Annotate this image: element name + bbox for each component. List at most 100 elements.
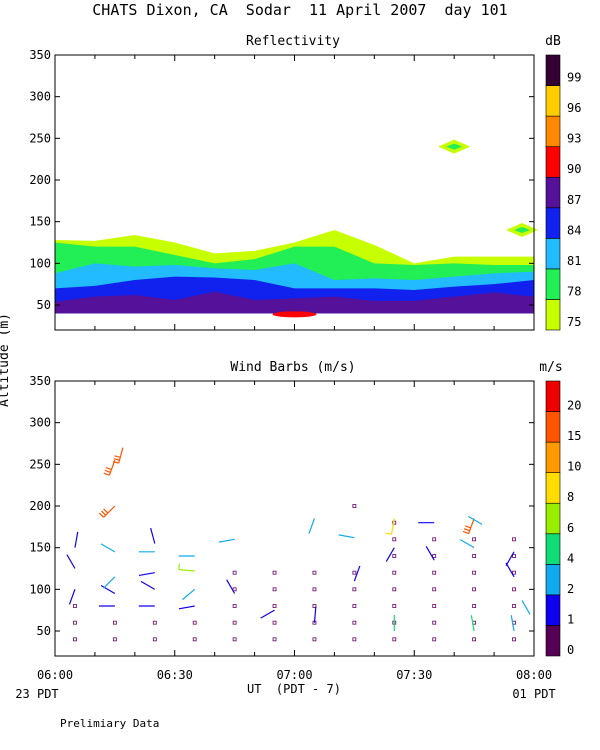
wind-barb-feather bbox=[178, 563, 180, 570]
wind-barb-shaft bbox=[353, 565, 361, 582]
wind-barb bbox=[385, 547, 395, 562]
wind-barb-feather bbox=[113, 458, 120, 461]
wind-barb-shaft bbox=[308, 518, 316, 534]
y-tick-label: 250 bbox=[29, 457, 51, 471]
colorbar-swatch bbox=[545, 502, 561, 535]
calm-marker bbox=[472, 554, 477, 558]
reflectivity-colorbar-unit: dB bbox=[545, 34, 561, 49]
wind-barb bbox=[521, 600, 531, 615]
y-tick-label: 300 bbox=[29, 416, 51, 430]
wind-barb-shaft bbox=[66, 554, 76, 569]
colorbar-swatch bbox=[545, 299, 561, 331]
wind-barb bbox=[178, 605, 195, 610]
colorbar-swatch bbox=[545, 146, 561, 178]
calm-marker bbox=[352, 620, 357, 625]
wind-barbs-title: Wind Barbs (m/s) bbox=[230, 360, 355, 375]
wind-barb-shaft bbox=[118, 447, 124, 464]
wind-barb-feather bbox=[103, 508, 109, 514]
y-tick-label: 200 bbox=[29, 173, 51, 187]
wind-barb bbox=[313, 606, 317, 623]
colorbar-swatch bbox=[545, 54, 561, 86]
calm-marker bbox=[352, 570, 357, 575]
calm-marker bbox=[352, 604, 357, 608]
calm-marker bbox=[472, 587, 477, 592]
wind-barb bbox=[182, 588, 196, 601]
calm-marker bbox=[312, 604, 317, 608]
calm-marker bbox=[512, 554, 516, 558]
wind-barb-feather bbox=[98, 512, 104, 518]
wind-axes: 50 100 150 200 250 300 350 06:00 06:30 07:00 07:30… bbox=[29, 374, 552, 682]
calm-marker bbox=[73, 637, 77, 642]
calm-marker bbox=[432, 620, 437, 625]
calm-marker bbox=[73, 604, 77, 608]
wind-barb-shaft bbox=[74, 531, 79, 548]
calm-marker bbox=[512, 587, 516, 592]
reflectivity-contour bbox=[55, 291, 534, 314]
y-tick-label: 350 bbox=[29, 374, 51, 388]
calm-marker bbox=[272, 604, 277, 608]
calm-marker bbox=[432, 570, 437, 575]
wind-barbs bbox=[66, 447, 531, 642]
wind-barb-shaft bbox=[226, 579, 236, 594]
wind-barb bbox=[103, 576, 116, 589]
wind-barb bbox=[470, 615, 475, 632]
wind-barb bbox=[218, 538, 235, 543]
wind-barb-shaft bbox=[100, 584, 116, 595]
wind-barb bbox=[505, 551, 515, 566]
wind-barb bbox=[112, 447, 124, 464]
wind-barb-shaft bbox=[338, 534, 355, 539]
calm-marker bbox=[392, 537, 397, 542]
wind-barb bbox=[308, 518, 316, 534]
wind-colorbar-unit: m/s bbox=[539, 360, 562, 375]
wind-barb bbox=[178, 563, 195, 572]
reflectivity-patch bbox=[446, 143, 463, 150]
colorbar-level-label: 75 bbox=[567, 315, 581, 329]
colorbar-level-label: 87 bbox=[567, 193, 581, 207]
colorbar-swatch bbox=[545, 238, 561, 270]
wind-barb bbox=[140, 580, 156, 590]
calm-marker bbox=[512, 570, 516, 575]
figure-title: CHATS Dixon, CA Sodar 11 April 2007 day … bbox=[92, 1, 507, 19]
y-tick-label: 250 bbox=[29, 131, 51, 145]
x-tick-label: 06:30 bbox=[157, 668, 193, 682]
start-time-label: 23 PDT bbox=[15, 687, 58, 701]
colorbar-level-label: 90 bbox=[567, 162, 581, 176]
calm-marker bbox=[312, 587, 317, 592]
colorbar-level-label: 84 bbox=[567, 223, 581, 237]
calm-marker bbox=[432, 587, 437, 592]
calm-marker bbox=[352, 587, 357, 592]
wind-barb bbox=[68, 589, 76, 605]
colorbar-level-label: 81 bbox=[567, 254, 581, 268]
calm-marker bbox=[272, 570, 277, 575]
wind-barb-shaft bbox=[510, 615, 515, 632]
wind-barb bbox=[462, 518, 475, 535]
calm-marker bbox=[512, 637, 516, 642]
calm-marker bbox=[232, 570, 237, 575]
wind-barbs-panel: Wind Barbs (m/s) 5010015020025030035006:… bbox=[29, 360, 581, 682]
wind-barb bbox=[353, 565, 361, 582]
reflectivity-contours bbox=[55, 139, 539, 318]
reflectivity-panel: Reflectivity 50 100 150 200 250 300 350 75 78 81… bbox=[29, 34, 581, 331]
wind-barb-shaft bbox=[103, 505, 116, 518]
y-tick-label: 150 bbox=[29, 215, 51, 229]
y-tick-label: 350 bbox=[29, 48, 51, 62]
calm-marker bbox=[192, 637, 197, 642]
colorbar-swatch bbox=[545, 268, 561, 300]
y-tick-label: 100 bbox=[29, 582, 51, 596]
wind-barb-feather bbox=[103, 472, 110, 476]
wind-barb bbox=[150, 527, 156, 544]
wind-barb-shaft bbox=[108, 459, 116, 476]
wind-barb-shaft bbox=[100, 543, 116, 553]
colorbar-level-label: 0 bbox=[567, 643, 574, 657]
calm-marker bbox=[232, 587, 237, 592]
y-tick-label: 150 bbox=[29, 541, 51, 555]
calm-marker bbox=[152, 620, 157, 625]
wind-barb bbox=[103, 459, 116, 476]
x-tick-label: 07:30 bbox=[396, 668, 432, 682]
wind-barb bbox=[467, 515, 483, 525]
colorbar-swatch bbox=[545, 411, 561, 443]
footer-note: Prelimiary Data bbox=[60, 717, 159, 730]
wind-barb-shaft bbox=[470, 615, 475, 632]
wind-barb-feather bbox=[112, 460, 119, 464]
